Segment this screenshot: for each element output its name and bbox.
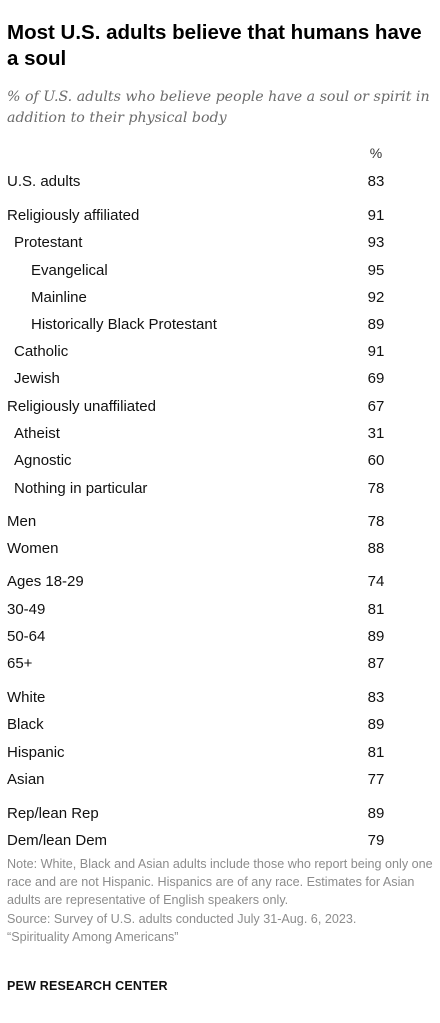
row-label: 65+ (7, 655, 33, 672)
row-value: 81 (367, 601, 385, 618)
chart-source: Source: Survey of U.S. adults conducted … (7, 911, 357, 926)
chart-report-title: “Spirituality Among Americans” (7, 929, 179, 944)
row-label: Men (7, 513, 37, 530)
chart-footer: Note: White, Black and Asian adults incl… (7, 855, 437, 946)
row-value: 89 (367, 716, 385, 733)
row-label: Mainline (31, 289, 87, 306)
row-label: Religiously affiliated (7, 207, 140, 224)
row-value: 78 (367, 480, 385, 497)
row-label: Agnostic (14, 452, 72, 469)
chart-note: Note: White, Black and Asian adults incl… (7, 857, 433, 908)
row-label: Hispanic (7, 744, 65, 761)
row-value: 79 (367, 832, 385, 849)
row-value: 74 (367, 573, 385, 590)
row-value: 91 (367, 343, 385, 360)
row-label: Jewish (14, 370, 60, 387)
row-value: 77 (367, 771, 385, 788)
row-label: Nothing in particular (14, 480, 148, 497)
row-value: 83 (367, 689, 385, 706)
row-label: Atheist (14, 425, 60, 442)
row-value: 87 (367, 655, 385, 672)
row-label: White (7, 689, 46, 706)
chart-subtitle: % of U.S. adults who believe people have… (7, 89, 430, 126)
row-label: Asian (7, 771, 45, 788)
row-label: U.S. adults (7, 173, 81, 190)
chart-title: Most U.S. adults believe that humans hav… (7, 21, 422, 70)
row-value: 89 (367, 316, 385, 333)
row-value: 67 (367, 398, 385, 415)
row-value: 88 (367, 540, 385, 557)
row-label: Religiously unaffiliated (7, 398, 156, 415)
column-header-percent: % (369, 145, 383, 161)
row-value: 93 (367, 234, 385, 251)
row-label: Women (7, 540, 59, 557)
data-table: U.S. adults 83 Religiously affiliated 91 Pro… (7, 173, 385, 849)
row-label: Protestant (14, 234, 83, 251)
row-value: 92 (367, 289, 385, 306)
row-value: 60 (367, 452, 385, 469)
row-value: 89 (367, 805, 385, 822)
row-value: 95 (367, 262, 385, 279)
row-value: 81 (367, 744, 385, 761)
row-value: 89 (367, 628, 385, 645)
row-value: 78 (367, 513, 385, 530)
row-label: Historically Black Protestant (31, 316, 217, 333)
row-value: 91 (367, 207, 385, 224)
row-value: 31 (367, 425, 385, 442)
row-value: 83 (367, 173, 385, 190)
brand-name: PEW RESEARCH CENTER (7, 979, 168, 993)
row-label: Dem/lean Dem (7, 832, 108, 849)
row-label: Rep/lean Rep (7, 805, 99, 822)
row-label: Ages 18-29 (7, 573, 84, 590)
row-label: Black (7, 716, 44, 733)
row-label: Catholic (14, 343, 69, 360)
row-label: Evangelical (31, 262, 108, 279)
row-value: 69 (367, 370, 385, 387)
row-label: 30-49 (7, 601, 46, 618)
row-label: 50-64 (7, 628, 46, 645)
